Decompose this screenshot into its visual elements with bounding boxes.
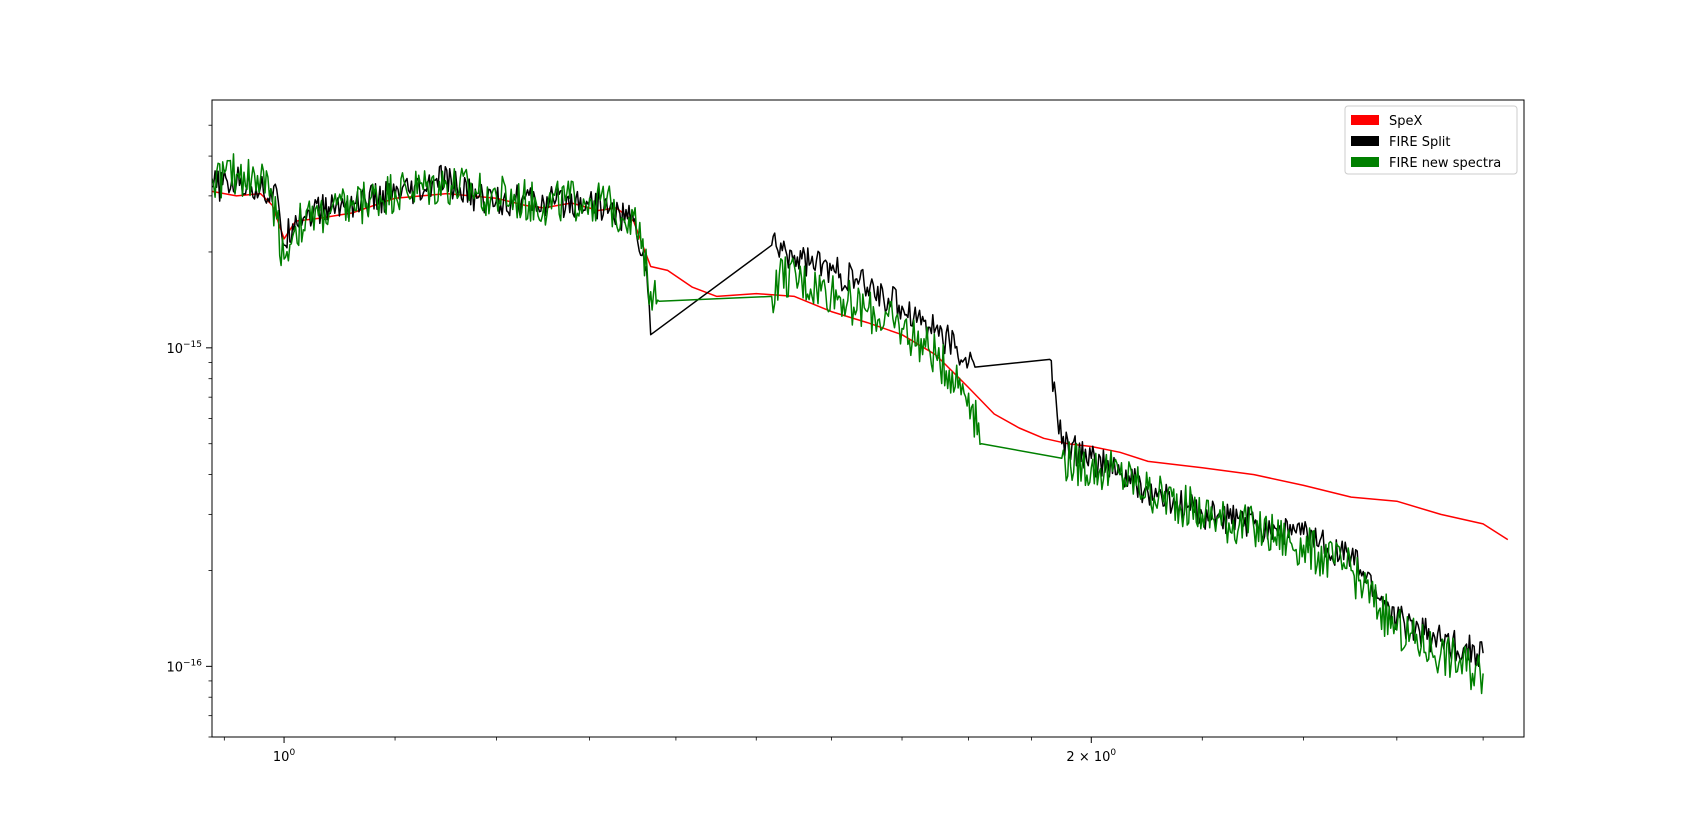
x-tick-label: 2 × 100 (1066, 748, 1116, 765)
y-tick-label: 10−15 (166, 340, 202, 357)
ticks-layer: 100 2 × 100 10−15 10−16 (166, 124, 1484, 765)
legend-swatch (1351, 136, 1379, 146)
series-line-fire-new-spectra (212, 153, 1484, 695)
legend-swatch (1351, 115, 1379, 125)
legend-swatch (1351, 157, 1379, 167)
y-tick-label: 10−16 (166, 658, 202, 675)
legend-label: SpeX (1389, 114, 1423, 129)
x-tick-label: 100 (273, 748, 296, 765)
legend-label: FIRE new spectra (1389, 156, 1501, 171)
legend: SpeX FIRE Split FIRE new spectra (1344, 105, 1518, 175)
legend-box (1344, 105, 1518, 175)
series-layer (212, 153, 1509, 695)
legend-label: FIRE Split (1389, 135, 1451, 150)
